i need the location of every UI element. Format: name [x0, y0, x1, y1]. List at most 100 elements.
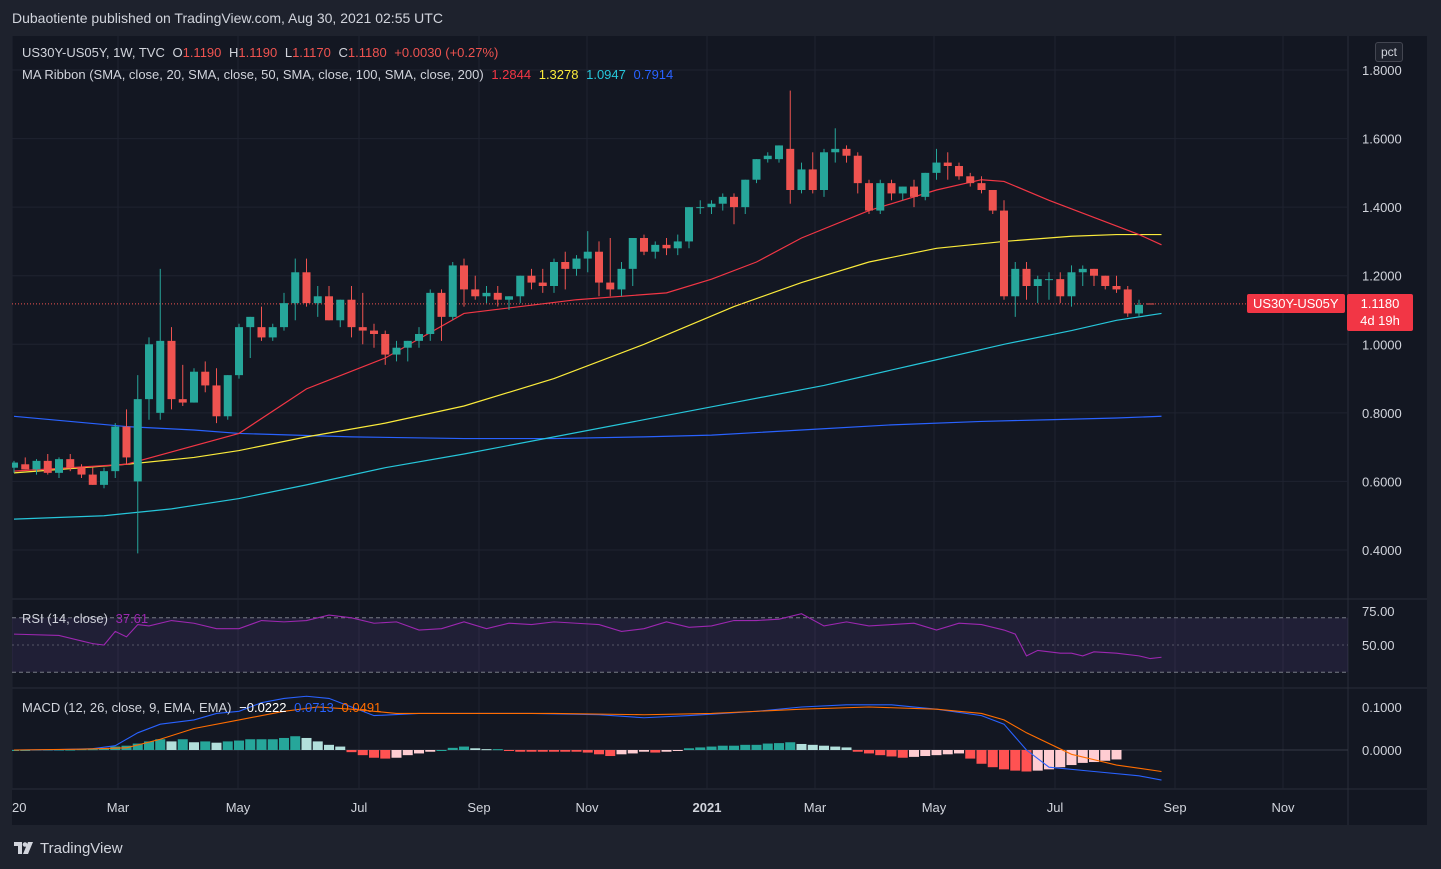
candle-body [212, 385, 221, 417]
candle-body [190, 371, 198, 403]
macd-histogram-bar [245, 739, 256, 750]
candle-body [1090, 268, 1098, 276]
candle-body [932, 162, 941, 173]
macd-histogram-bar [481, 749, 492, 751]
ma50-value: 1.3278 [538, 67, 579, 82]
macd-histogram-bar [819, 745, 829, 750]
macd-histogram-bar [661, 750, 672, 752]
macd-hist-value: −0.0222 [239, 700, 287, 715]
candle-body [707, 203, 716, 208]
macd-histogram-bar [751, 744, 762, 750]
time-axis-label: 20 [12, 800, 26, 815]
time-axis-label: Jul [1047, 800, 1064, 815]
chart-frame[interactable]: 1.8000 1.6000 1.4000 1.2000 1.0000 0.8000 0.60… [12, 36, 1427, 825]
candle-body [583, 251, 592, 259]
price-tick-label: 1.0000 [1362, 337, 1402, 352]
chart-canvas[interactable]: 1.8000 1.6000 1.4000 1.2000 1.0000 0.8000 0.60… [12, 36, 1427, 825]
candle-body [516, 275, 525, 297]
macd-histogram-bar [582, 750, 593, 753]
macd-histogram-bar [312, 741, 323, 750]
macd-histogram-bar [954, 750, 964, 754]
macd-histogram-bar [504, 750, 514, 751]
macd-histogram-bar [774, 743, 784, 750]
macd-signal-line [13, 706, 1162, 773]
macd-histogram-bar [695, 747, 706, 750]
candle-body [741, 179, 750, 208]
macd-histogram-bar [211, 742, 222, 750]
sma100-line [13, 312, 1162, 520]
candle-body [313, 296, 322, 304]
candle-body [1101, 275, 1110, 286]
macd-histogram-bar [65, 749, 76, 751]
macd-histogram-bar [594, 750, 604, 755]
rsi-title[interactable]: RSI (14, close) [22, 611, 108, 626]
candle-body [201, 371, 210, 386]
candle-body [955, 166, 963, 177]
candle-body [403, 340, 412, 348]
rsi-tick-label: 75.00 [1362, 604, 1395, 619]
candle-body [235, 327, 243, 376]
legend-symbol[interactable]: US30Y-US05Y, 1W, TVC [22, 45, 165, 60]
macd-histogram-bar [1089, 750, 1099, 763]
macd-histogram-bar [267, 739, 278, 750]
macd-histogram-bar [1032, 750, 1043, 771]
legend-high: 1.1190 [238, 45, 278, 60]
candle-body [1112, 286, 1121, 290]
candle-body [471, 289, 480, 297]
macd-histogram-bar [380, 750, 391, 759]
time-axis-label: Jul [351, 800, 368, 815]
candle-body [763, 155, 772, 160]
price-tick-label: 0.4000 [1362, 543, 1402, 558]
macd-title[interactable]: MACD (12, 26, close, 9, EMA, EMA) [22, 700, 232, 715]
macd-histogram-bar [886, 750, 897, 757]
candle-body [415, 334, 423, 341]
candle-body [640, 238, 648, 252]
candle-body [1067, 272, 1076, 297]
macd-histogram-bar [729, 745, 739, 750]
legend-close-label: C [338, 45, 348, 60]
macd-histogram-bar [222, 741, 233, 750]
candle-body [392, 347, 401, 355]
legend-low-label: L [284, 45, 293, 60]
macd-histogram-bar [717, 745, 728, 750]
candle-body [77, 467, 86, 475]
ma100-value: 1.0947 [586, 67, 626, 82]
macd-histogram-bar [324, 744, 334, 750]
macd-histogram-bar [402, 750, 413, 756]
macd-histogram-bar [706, 746, 717, 750]
macd-histogram-bar [897, 750, 908, 758]
macd-histogram-bar [560, 750, 571, 752]
candle-body [1045, 279, 1053, 281]
macd-histogram-bar [987, 750, 998, 768]
candle-body [268, 327, 277, 338]
ma-ribbon-title[interactable]: MA Ribbon (SMA, close, 20, SMA, close, 5… [22, 67, 484, 82]
candle-body [730, 196, 738, 208]
time-axis-label: Mar [804, 800, 827, 815]
macd-histogram-bar [391, 750, 402, 758]
macd-histogram-bar [684, 748, 694, 750]
candle-body [1033, 279, 1042, 286]
macd-histogram-bar [785, 742, 796, 750]
macd-histogram-bar [920, 750, 931, 757]
macd-histogram-bar [155, 739, 166, 750]
time-axis-label: Sep [1163, 800, 1186, 815]
time-axis-label: Nov [575, 800, 599, 815]
macd-histogram-bar [470, 748, 481, 750]
macd-histogram-bar [864, 750, 874, 754]
candle-body [32, 460, 41, 470]
candle-body [280, 303, 288, 328]
candle-body [347, 299, 356, 328]
macd-histogram-bar [447, 747, 458, 750]
candle-body [1011, 268, 1020, 297]
tradingview-logo[interactable]: TradingView [14, 838, 123, 858]
macd-histogram-bar [369, 750, 379, 758]
candle-body [538, 282, 547, 286]
candle-body [921, 172, 930, 197]
candle-body [1123, 289, 1132, 314]
macd-histogram-bar [841, 747, 852, 750]
rsi-line [13, 613, 1162, 660]
candle-body [460, 265, 468, 290]
macd-histogram-bar [20, 750, 31, 751]
price-scale-unit-button[interactable]: pct [1375, 42, 1403, 62]
macd-histogram-bar [672, 750, 683, 751]
